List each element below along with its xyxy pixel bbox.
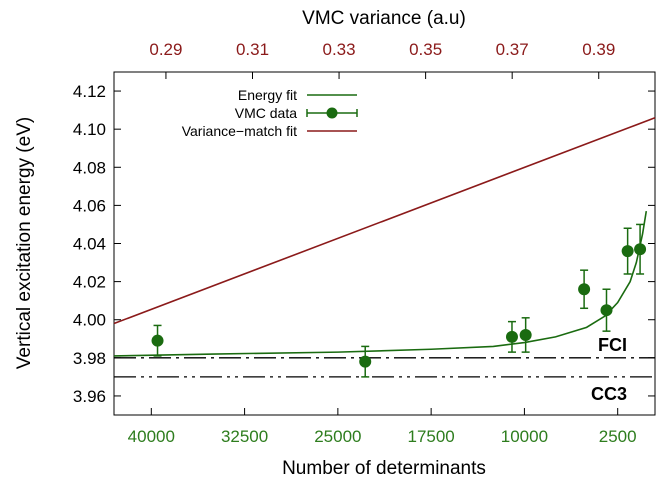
- data-point: [578, 283, 591, 296]
- legend: Energy fit VMC data Variance−match fit: [182, 87, 358, 139]
- y-axis-title: Vertical excitation energy (eV): [14, 117, 35, 369]
- top-tick-label: 0.39: [582, 40, 615, 59]
- y-tick-label: 4.06: [73, 196, 106, 215]
- y-tick-label: 3.96: [73, 387, 106, 406]
- y-tick-label: 4.00: [73, 311, 106, 330]
- data-point: [151, 334, 164, 347]
- data-point: [600, 304, 613, 317]
- legend-label-vmc-data: VMC data: [235, 105, 297, 121]
- y-tick-label: 4.08: [73, 158, 106, 177]
- series-energy-fit: [113, 210, 648, 357]
- x-tick-label: 25000: [314, 427, 361, 446]
- top-axis-title: VMC variance (a.u): [302, 8, 466, 29]
- top-tick-label: 0.33: [323, 40, 356, 59]
- y-tick-label: 4.04: [73, 235, 106, 254]
- data-point: [621, 245, 634, 258]
- top-tick-label: 0.37: [496, 40, 529, 59]
- x-axis-title: Number of determinants: [282, 458, 486, 479]
- top-tick-label: 0.31: [236, 40, 269, 59]
- x-tick-label: 32500: [221, 427, 268, 446]
- x-tick-label: 2500: [599, 427, 637, 446]
- top-tick-label: 0.29: [149, 40, 182, 59]
- series-variance-match-fit: [113, 116, 656, 325]
- y-tick-label: 4.10: [73, 120, 106, 139]
- legend-swatch-vmc-marker: [326, 107, 338, 119]
- data-point: [634, 243, 647, 256]
- data-point: [505, 330, 518, 343]
- legend-label-energy-fit: Energy fit: [238, 87, 297, 103]
- x-tick-label: 40000: [128, 427, 175, 446]
- x-tick-label: 17500: [407, 427, 454, 446]
- y-tick-label: 4.02: [73, 273, 106, 292]
- reference-label-cc3: CC3: [591, 384, 627, 404]
- data-point: [519, 328, 532, 341]
- data-point: [359, 355, 372, 368]
- reference-label-fci: FCI: [598, 335, 627, 355]
- x-tick-label: 10000: [501, 427, 548, 446]
- y-tick-label: 3.98: [73, 349, 106, 368]
- legend-label-variance-match-fit: Variance−match fit: [182, 123, 297, 139]
- y-tick-label: 4.12: [73, 82, 106, 101]
- top-tick-label: 0.35: [409, 40, 442, 59]
